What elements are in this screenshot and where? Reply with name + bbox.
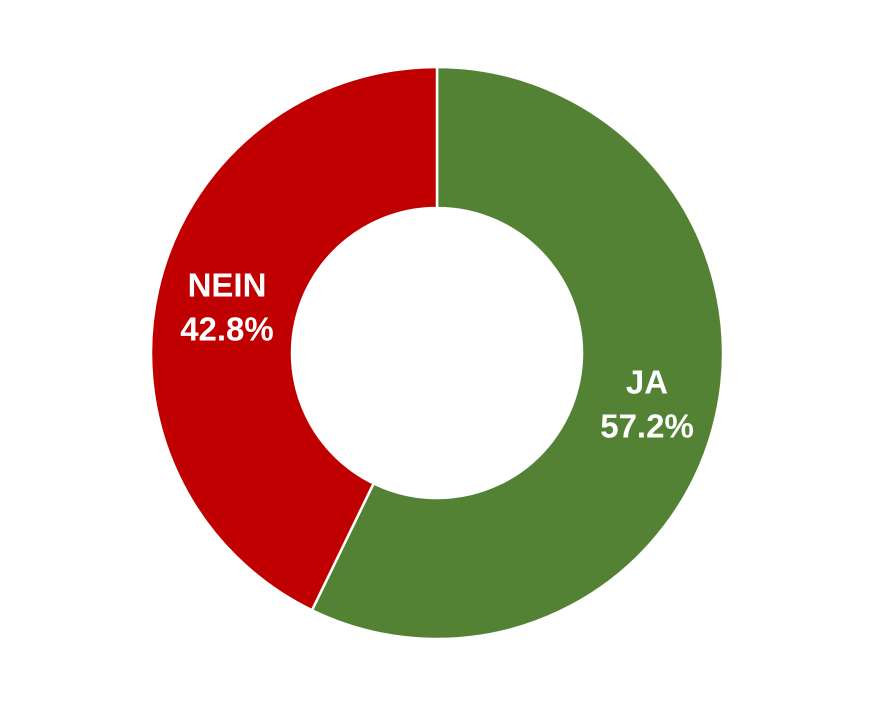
slice-ja: [310, 65, 725, 641]
slice-nein: [149, 65, 439, 612]
donut-labels: JA 57.2% NEIN 42.8%: [180, 267, 694, 445]
slice-value-ja: 57.2%: [600, 407, 694, 444]
donut-slices: [149, 65, 725, 641]
slice-label-ja: JA: [626, 363, 668, 400]
slice-label-nein: NEIN: [188, 267, 267, 304]
slice-value-nein: 42.8%: [180, 311, 274, 348]
